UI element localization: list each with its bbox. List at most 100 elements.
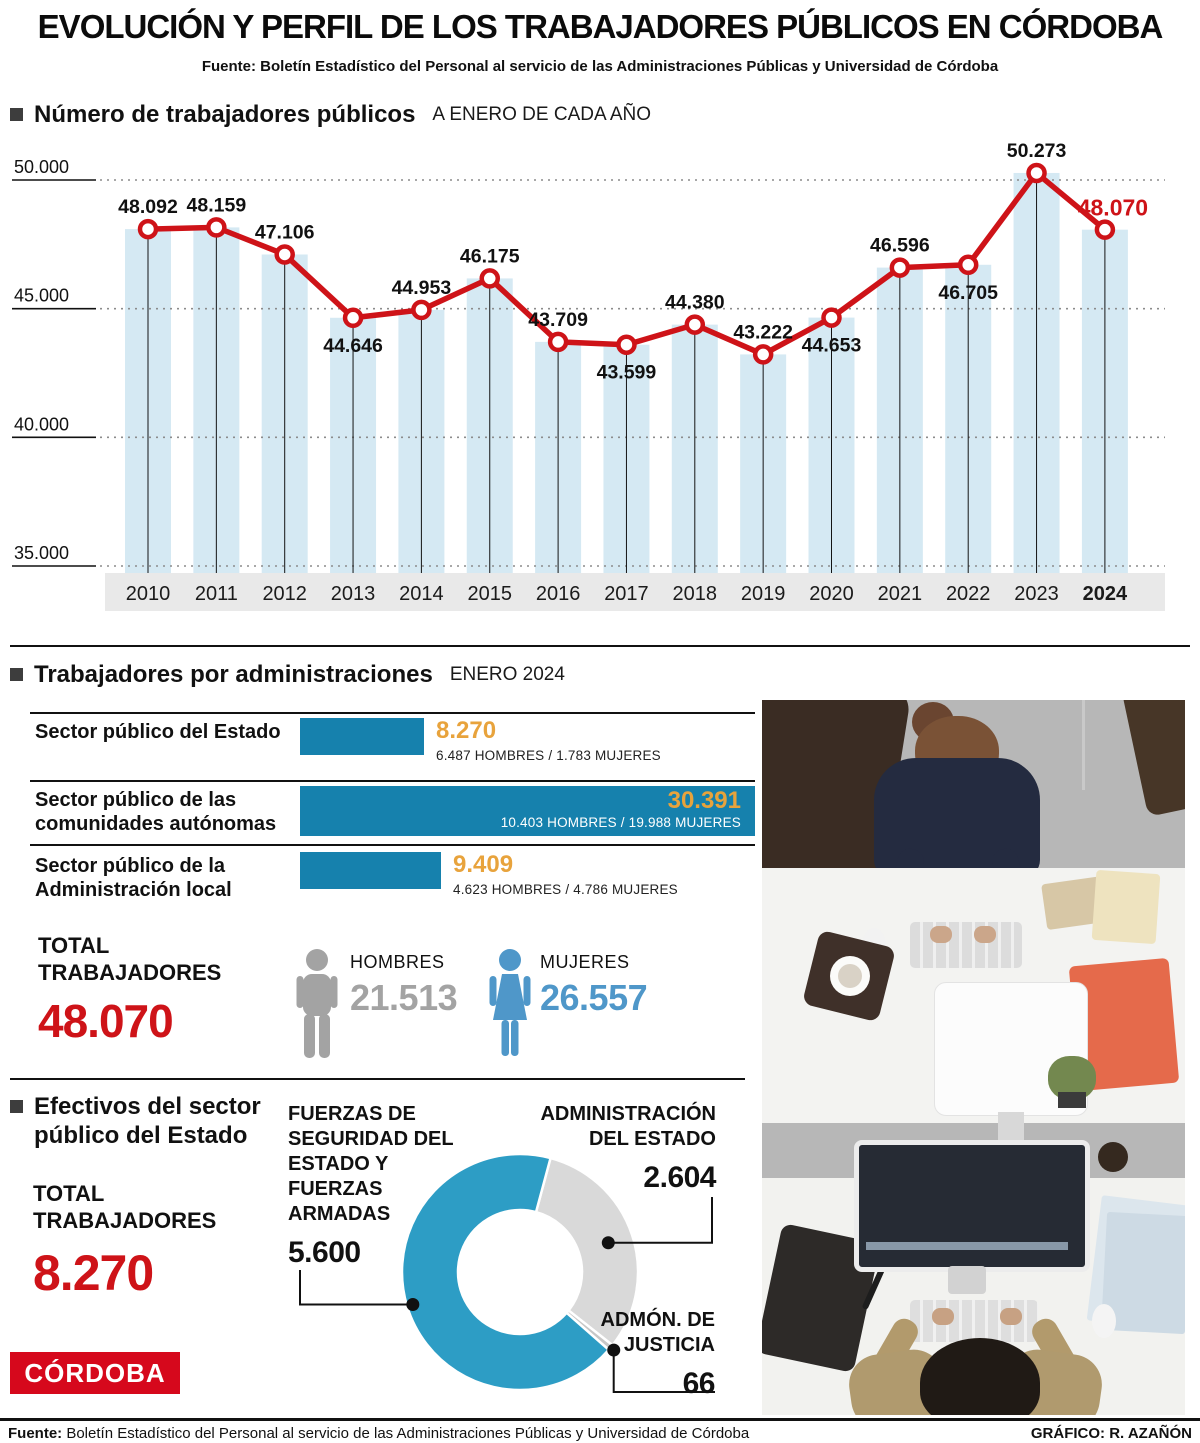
leader-dot [406, 1298, 420, 1312]
donut-slice-name: ADMINISTRACIÓN DEL ESTADO [540, 1103, 716, 1150]
data-point [342, 307, 364, 329]
donut-slice-name: ADMÓN. DE JUSTICIA [600, 1309, 715, 1356]
section-admin-title: Trabajadores por administraciones [34, 661, 433, 688]
page-title: EVOLUCIÓN Y PERFIL DE LOS TRABAJADORES P… [37, 8, 1164, 45]
data-point-label: 48.092 [118, 196, 178, 218]
section-estado-header: Efectivos del sector público del Estado [10, 1092, 300, 1150]
total-workers-label: TOTAL TRABAJADORES [38, 933, 222, 985]
donut-label-fuerzas: FUERZAS DE SEGURIDAD DEL ESTADO Y FUERZA… [288, 1102, 460, 1270]
section-estado-title: Efectivos del sector público del Estado [34, 1093, 261, 1149]
data-point [752, 344, 774, 365]
donut-label-justicia: ADMÓN. DE JUSTICIA 66 [565, 1308, 716, 1401]
data-point-label: 48.159 [187, 194, 247, 216]
admin-bar-value: 30.391 [667, 787, 741, 814]
footer-rule [0, 1418, 1200, 1421]
donut-slice-name: FUERZAS DE SEGURIDAD DEL ESTADO Y FUERZA… [288, 1103, 454, 1225]
data-point-label: 46.175 [460, 245, 520, 267]
y-tick-label: 40.000 [14, 414, 69, 434]
admin-bar-detail: 10.403 HOMBRES / 19.988 MUJERES [500, 815, 741, 830]
admin-row-label: Sector público de la Administración loca… [35, 855, 232, 901]
data-point-label: 43.222 [733, 321, 793, 343]
section-evolution-header: Número de trabajadores públicos A ENERO … [10, 100, 651, 129]
photo-person-bottom-hair [920, 1338, 1040, 1415]
photo-monitor-front [854, 1140, 1090, 1272]
admin-bar-detail: 6.487 HOMBRES / 1.783 MUJERES [436, 748, 661, 763]
data-point [547, 331, 569, 353]
admin-row-label: Sector público del Estado [35, 721, 281, 743]
estado-total-value: 8.270 [33, 1245, 154, 1301]
admin-row-label: Sector público de las comunidades autóno… [35, 789, 277, 835]
data-point [616, 334, 637, 355]
data-point [684, 314, 706, 335]
data-point [1026, 162, 1047, 184]
hombres-label: HOMBRES [350, 952, 445, 972]
x-axis-label: 2011 [195, 583, 238, 605]
section-admin-header: Trabajadores por administraciones ENERO … [10, 660, 565, 689]
estado-donut-chart [299, 1152, 715, 1393]
photo-monitor-taskbar [866, 1242, 1068, 1250]
footer-credit: GRÁFICO: R. AZAÑÓN [1030, 1425, 1192, 1442]
data-point-label: 50.273 [1007, 140, 1067, 162]
photo-chair [1121, 700, 1185, 817]
y-tick-label: 50.000 [14, 157, 69, 177]
data-point [411, 299, 432, 321]
section-divider [10, 1078, 745, 1080]
photo-hand [930, 926, 952, 943]
photo-monitor-stand [948, 1266, 986, 1294]
data-point [274, 244, 295, 265]
admin-bar-value: 9.409 [453, 851, 514, 878]
admin-bar-value: 8.270 [436, 717, 497, 744]
x-axis-label: 2022 [946, 583, 991, 605]
x-axis-label: 2014 [399, 583, 444, 605]
admin-bar [300, 718, 424, 755]
row-divider [30, 780, 755, 782]
donut-slice-value: 2.604 [643, 1161, 716, 1194]
donut-slice [534, 1156, 640, 1347]
total-workers-value: 48.070 [38, 995, 174, 1047]
admin-row-local: Sector público de la Administración loca… [30, 850, 755, 912]
photo-coffee [1098, 1142, 1128, 1172]
x-axis-band [105, 573, 1165, 611]
footer-source-label: Fuente: [8, 1425, 63, 1442]
photo-hand [974, 926, 996, 943]
hombres-figures: HOMBRES 21.513 [350, 952, 458, 1019]
x-axis-label: 2024 [1083, 583, 1128, 605]
admin-bar-detail: 4.623 HOMBRES / 4.786 MUJERES [453, 882, 678, 897]
data-point-label: 44.380 [665, 292, 725, 314]
source-line: Fuente: Boletín Estadístico del Personal… [201, 58, 999, 75]
x-axis-label: 2016 [536, 583, 581, 605]
mujeres-value: 26.557 [540, 977, 648, 1018]
leader-line [299, 1270, 413, 1306]
square-bullet-icon [10, 108, 23, 121]
x-axis-label: 2015 [468, 583, 513, 605]
section-divider [10, 645, 1190, 647]
photo-hand [932, 1308, 954, 1325]
y-tick-label: 45.000 [14, 286, 69, 306]
leader-line [608, 1197, 713, 1244]
estado-total-block: TOTAL TRABAJADORES 8.270 [33, 1180, 223, 1302]
photo-cup-inner [838, 964, 862, 988]
photo-plant-pot [1058, 1092, 1086, 1108]
hombres-value: 21.513 [350, 977, 458, 1018]
donut-label-administracion: ADMINISTRACIÓN DEL ESTADO 2.604 [520, 1102, 716, 1195]
square-bullet-icon [10, 668, 23, 681]
mujeres-figures: MUJERES 26.557 [540, 952, 648, 1019]
cordoba-logo: CÓRDOBA [10, 1352, 180, 1394]
footer-source: Fuente: Boletín Estadístico del Personal… [8, 1425, 749, 1442]
photo-mouse [1092, 1304, 1116, 1338]
row-divider [30, 844, 755, 846]
donut-slice-value: 5.600 [288, 1236, 361, 1269]
section-evolution-subtitle: A ENERO DE CADA AÑO [432, 103, 651, 125]
data-point-label: 44.953 [392, 277, 452, 299]
data-point [821, 307, 842, 328]
mujeres-block [488, 948, 532, 1065]
hombres-block [295, 948, 339, 1065]
x-axis-label: 2017 [604, 583, 649, 605]
footer: Fuente: Boletín Estadístico del Personal… [8, 1425, 1192, 1442]
admin-value-block: 9.409 4.623 HOMBRES / 4.786 MUJERES [453, 851, 678, 898]
footer-source-text: Boletín Estadístico del Personal al serv… [62, 1425, 750, 1442]
x-axis-label: 2012 [262, 583, 307, 605]
photo-notepad [1091, 869, 1161, 945]
x-axis-label: 2013 [331, 583, 376, 605]
